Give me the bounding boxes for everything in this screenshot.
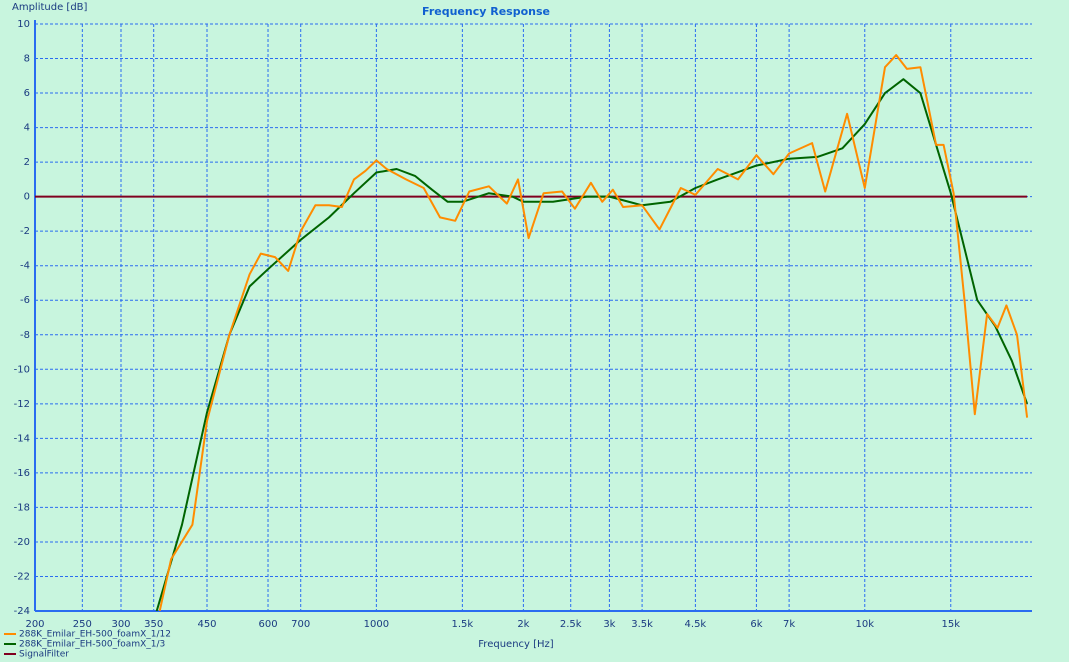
x-tick-label: 4.5k <box>685 619 707 630</box>
x-tick-label: 1.5k <box>452 619 474 630</box>
y-tick-label: -8 <box>20 330 30 341</box>
x-tick-label: 6k <box>750 619 762 630</box>
y-tick-label: -24 <box>14 606 30 617</box>
y-tick-label: 0 <box>24 192 30 203</box>
y-tick-label: -10 <box>14 364 30 375</box>
x-tick-label: 200 <box>25 619 44 630</box>
y-tick-label: -20 <box>14 537 30 548</box>
x-tick-label: 350 <box>144 619 163 630</box>
y-tick-label: 2 <box>24 157 30 168</box>
x-tick-label: 10k <box>856 619 875 630</box>
y-tick-label: 8 <box>24 54 30 65</box>
x-tick-label: 3.5k <box>631 619 653 630</box>
x-tick-label: 700 <box>291 619 310 630</box>
plot <box>35 54 1029 611</box>
chart-title: Frequency Response <box>422 5 550 18</box>
y-tick-label: -14 <box>14 433 30 444</box>
legend-label: 288K_Emilar_EH-500_foamX_1/12 <box>19 630 171 640</box>
y-tick-label: -4 <box>20 261 30 272</box>
x-tick-label: 7k <box>783 619 795 630</box>
legend: 288K_Emilar_EH-500_foamX_1/12288K_Emilar… <box>4 630 171 660</box>
x-tick-label: 1000 <box>364 619 389 630</box>
y-tick-label: -12 <box>14 399 30 410</box>
x-tick-label: 15k <box>942 619 961 630</box>
x-tick-label: 2k <box>517 619 529 630</box>
y-tick-label: 4 <box>24 123 30 134</box>
legend-label: SignalFilter <box>19 650 69 660</box>
y-tick-label: -22 <box>14 571 30 582</box>
y-tick-label: -18 <box>14 502 30 513</box>
y-tick-label: -16 <box>14 468 30 479</box>
x-tick-label: 450 <box>197 619 216 630</box>
y-tick-label: -6 <box>20 295 30 306</box>
y-tick-label: 6 <box>24 88 30 99</box>
legend-label: 288K_Emilar_EH-500_foamX_1/3 <box>19 640 165 650</box>
y-tick-label: 10 <box>17 19 30 30</box>
x-tick-label: 2.5k <box>560 619 582 630</box>
x-tick-label: 300 <box>111 619 130 630</box>
y-axis-label: Amplitude [dB] <box>12 2 88 13</box>
y-tick-label: -2 <box>20 226 30 237</box>
x-axis-label: Frequency [Hz] <box>478 639 554 650</box>
x-tick-label: 250 <box>73 619 92 630</box>
x-tick-label: 3k <box>603 619 615 630</box>
x-tick-label: 600 <box>258 619 277 630</box>
series-line <box>158 54 1029 611</box>
